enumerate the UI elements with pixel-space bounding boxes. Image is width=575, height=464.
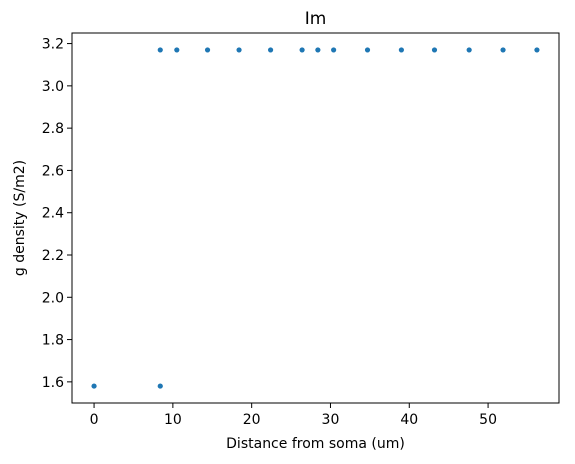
data-point	[267, 47, 274, 53]
data-point	[534, 47, 540, 53]
y-tick-label: 1.6	[42, 375, 64, 391]
x-tick-label: 10	[164, 412, 182, 428]
y-tick-label: 2.0	[42, 290, 64, 306]
plot-area	[71, 32, 560, 404]
data-point	[331, 47, 337, 53]
x-tick-label: 0	[90, 412, 99, 428]
chart-title: Im	[305, 9, 327, 29]
x-axis-label: Distance from soma (um)	[226, 436, 405, 452]
y-axis-label: g density (S/m2)	[12, 160, 28, 276]
x-axis: 0 10 20 30 40 50	[90, 403, 497, 428]
x-tick-label: 20	[243, 412, 261, 428]
data-point	[398, 47, 404, 53]
y-tick-label: 3.2	[42, 37, 64, 53]
y-tick-label: 2.4	[42, 206, 64, 222]
x-tick-label: 40	[400, 412, 418, 428]
data-point	[157, 383, 163, 389]
y-tick-label: 1.8	[42, 333, 64, 349]
plot-frame	[71, 32, 560, 404]
data-point	[236, 47, 242, 53]
data-point	[204, 47, 211, 53]
x-tick-label: 30	[322, 412, 340, 428]
data-point	[174, 47, 180, 53]
y-tick-label: 2.8	[42, 121, 64, 137]
y-tick-label: 2.2	[42, 248, 64, 264]
y-tick-label: 3.0	[42, 79, 64, 95]
y-tick-label: 2.6	[42, 163, 64, 179]
data-point	[364, 47, 371, 53]
data-point	[157, 47, 163, 53]
y-axis: 1.6 1.8 2.0 2.2 2.4 2.6 2.8 3.0 3.2	[42, 37, 72, 391]
data-point	[299, 47, 305, 53]
data-point	[431, 47, 438, 53]
data-points	[91, 47, 540, 389]
x-tick-label: 50	[479, 412, 497, 428]
data-point	[91, 383, 97, 389]
data-point	[315, 47, 321, 53]
data-point	[466, 47, 472, 53]
data-point	[500, 47, 506, 53]
